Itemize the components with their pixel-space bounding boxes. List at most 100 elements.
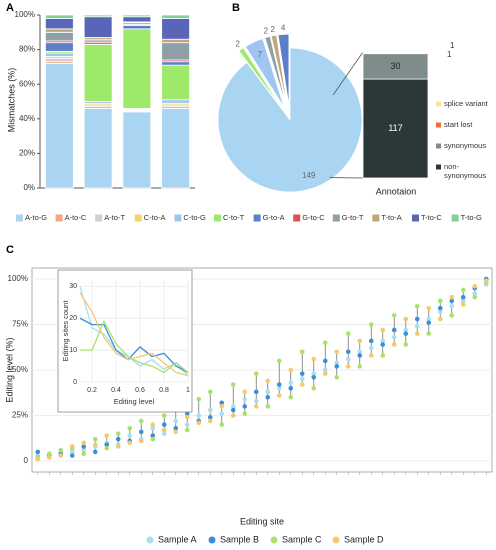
bar-segment [122, 24, 152, 30]
data-point [414, 331, 420, 336]
x-axis-label: Editing site [240, 516, 284, 526]
data-point [460, 294, 466, 300]
y-axis-label: Editing sites count [61, 300, 70, 362]
data-point [345, 356, 351, 362]
bar-segment [122, 14, 152, 18]
data-point [92, 436, 98, 442]
data-point [265, 389, 271, 395]
data-point [322, 367, 328, 373]
data-point [391, 334, 397, 340]
legend-swatch [436, 101, 441, 107]
data-point [196, 396, 202, 402]
data-point [276, 382, 282, 387]
bar-segment [45, 31, 74, 42]
bar-segment [161, 99, 190, 104]
data-point [460, 298, 466, 304]
y-axis-label: Editing level (%) [4, 337, 14, 402]
data-point [299, 349, 305, 355]
data-point [449, 294, 455, 300]
data-point [265, 404, 271, 409]
data-point [437, 309, 443, 315]
y-tick-label: 75% [12, 320, 28, 329]
data-point [426, 331, 432, 336]
data-point [69, 444, 75, 449]
data-point [184, 415, 190, 420]
data-point [311, 374, 317, 380]
legend-swatch [436, 122, 441, 128]
data-point [196, 420, 202, 426]
data-point [253, 389, 259, 395]
data-point [299, 376, 305, 382]
y-tick-label: 100% [8, 274, 28, 283]
data-point [69, 449, 75, 455]
data-point [115, 431, 121, 437]
legend-label: Sample B [220, 534, 259, 544]
data-point [334, 349, 340, 355]
y-tick-label: 60% [19, 79, 35, 88]
legend-swatch [436, 143, 441, 149]
x-tick-label: 0.2 [87, 387, 97, 394]
data-point [161, 413, 167, 418]
data-point [253, 398, 259, 404]
bar-segment [362, 78, 429, 179]
legend-label: A-to-T [104, 213, 125, 222]
slice-label: 149 [302, 171, 316, 180]
data-point [81, 444, 87, 449]
data-point [35, 456, 41, 462]
y-tick-label: 25% [12, 411, 28, 420]
data-point [391, 327, 397, 333]
y-tick-label: 40% [19, 114, 35, 123]
y-tick-label: 100% [15, 10, 35, 19]
data-point [437, 298, 443, 304]
legend-swatch [293, 214, 301, 222]
y-axis-label: Mismatches (%) [6, 68, 16, 133]
y-tick-label: 50% [12, 365, 28, 374]
connector [332, 51, 364, 95]
data-point [334, 364, 340, 369]
data-point [104, 433, 110, 438]
data-point [414, 316, 420, 322]
legend-label: Sample C [282, 534, 322, 544]
data-point [115, 444, 121, 449]
legend-marker [208, 536, 216, 544]
legend-label-line: synonymous [444, 171, 486, 180]
data-point [322, 358, 328, 364]
data-point [403, 316, 409, 322]
legend-label: C-to-A [144, 213, 166, 222]
legend-label: Sample D [344, 534, 384, 544]
bar-segment [161, 38, 190, 44]
legend-swatch [332, 214, 340, 222]
slice-label: 4 [281, 23, 286, 32]
data-point [276, 393, 282, 398]
data-point [345, 331, 351, 336]
bar-segment [122, 16, 152, 23]
data-point [207, 407, 213, 413]
data-point [104, 445, 110, 451]
data-point [403, 342, 409, 347]
bar-segment [161, 14, 190, 19]
inset-frame [57, 269, 193, 413]
series-line [79, 292, 189, 377]
data-point [219, 400, 225, 406]
x-tick-label: 0.4 [111, 387, 121, 394]
data-point [230, 404, 236, 409]
data-point [276, 385, 282, 391]
bar-segment [45, 18, 74, 30]
bar-segment [122, 28, 152, 109]
bar-segment [161, 18, 190, 40]
data-point [81, 447, 87, 453]
legend-swatch [134, 214, 142, 222]
legend-label: non-synonymous [444, 162, 486, 180]
y-tick-label: 20 [69, 315, 77, 322]
pie-slice [217, 47, 363, 193]
bar-segment [362, 53, 429, 80]
data-point [253, 404, 259, 409]
data-point [460, 302, 466, 307]
data-point [334, 374, 340, 380]
data-point [472, 283, 478, 289]
data-point [58, 447, 64, 453]
data-point [104, 442, 110, 447]
data-point [207, 418, 213, 424]
data-point [368, 345, 374, 351]
data-point [127, 433, 133, 438]
